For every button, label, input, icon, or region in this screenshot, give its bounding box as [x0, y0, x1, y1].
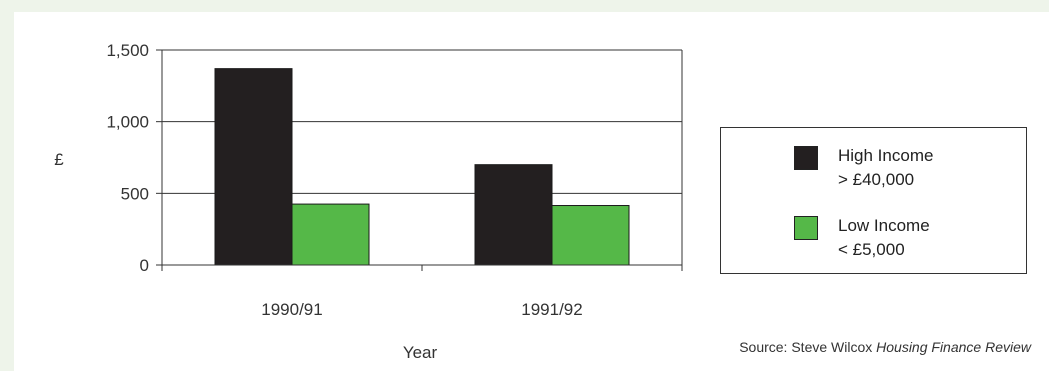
y-tick-label: 1,000	[106, 113, 149, 132]
legend-label-low-income: Low Income < £5,000	[838, 214, 1018, 262]
legend-label-high-income: High Income > £40,000	[838, 144, 1018, 192]
legend-label-low-income-line2: < £5,000	[838, 240, 905, 259]
x-category-label: 1990/91	[261, 300, 322, 319]
y-axis-title: £	[54, 150, 64, 169]
y-tick-label: 0	[140, 256, 149, 275]
chart-legend: High Income > £40,000 Low Income < £5,00…	[720, 127, 1027, 274]
bar-low-income-2	[551, 205, 630, 266]
legend-label-high-income-line1: High Income	[838, 146, 934, 165]
bar-high-income-1	[214, 68, 293, 266]
bar-high-income-2	[474, 164, 553, 266]
x-category-label: 1991/92	[521, 300, 582, 319]
source-note: Source: Steve Wilcox Housing Finance Rev…	[739, 339, 1031, 355]
bar-chart: 0 500 1,000 1,500 1990/91 1991/92 £ Year	[54, 41, 683, 362]
source-prefix: Source: Steve Wilcox	[739, 339, 877, 355]
y-tick-label: 500	[121, 184, 149, 203]
legend-label-low-income-line1: Low Income	[838, 216, 930, 235]
bar-low-income-1	[291, 203, 370, 266]
legend-label-high-income-line2: > £40,000	[838, 170, 915, 189]
source-publication: Housing Finance Review	[876, 339, 1031, 355]
x-axis-title: Year	[403, 343, 438, 362]
y-tick-label: 1,500	[106, 41, 149, 60]
legend-swatch-low-income	[794, 216, 818, 240]
chart-panel: 0 500 1,000 1,500 1990/91 1991/92 £ Year High I…	[14, 12, 1049, 371]
legend-swatch-high-income	[794, 146, 818, 170]
